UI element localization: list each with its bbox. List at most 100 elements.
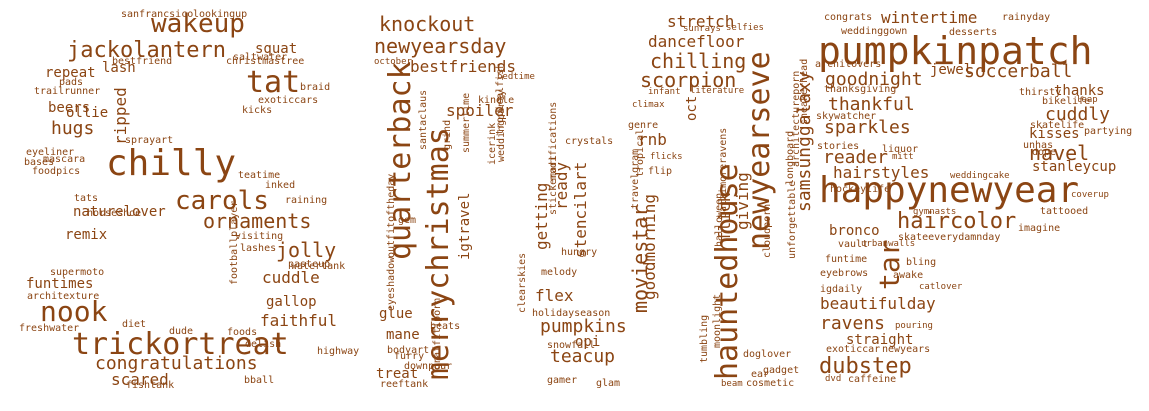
cloud-word: thanksgiving	[824, 84, 897, 95]
cloud-word: gamer	[547, 375, 578, 386]
cloud-word: pasteup	[288, 259, 331, 270]
cloud-word: santaclaus	[418, 89, 429, 150]
cloud-word: selfies	[726, 23, 764, 33]
cloud-word: tattooed	[1040, 206, 1089, 217]
cloud-word: hairstyles	[833, 163, 930, 182]
cloud-word: doglover	[743, 349, 792, 360]
cloud-word: hungry	[561, 247, 598, 258]
cloud-word: furry	[394, 351, 425, 362]
cloud-word: stanleycup	[1032, 159, 1117, 175]
cloud-word: cosmetic	[746, 378, 795, 389]
cloud-word: travelgram	[630, 148, 641, 209]
cloud-word: tats	[74, 193, 99, 204]
cloud-word: glam	[596, 378, 621, 389]
cloud-word: sparkles	[824, 117, 911, 138]
cloud-word: bodyart	[387, 345, 430, 356]
cloud-word: october	[374, 57, 412, 67]
cloud-word: leap	[1076, 95, 1098, 105]
cloud-word: partying	[1084, 126, 1133, 137]
cloud-word: tropicalfish	[495, 62, 506, 135]
cloud-word: exoticcar	[826, 344, 881, 355]
cloud-word: thanks	[1054, 83, 1105, 99]
cloud-word: naturelover	[73, 204, 166, 220]
cloud-word: pads	[59, 77, 84, 88]
cloud-word: holidayseason	[532, 308, 611, 319]
cloud-word: treat	[376, 366, 419, 382]
cloud-word: raining	[285, 195, 328, 206]
cloud-word: kicks	[242, 105, 273, 116]
cloud-word: sprayart	[125, 135, 174, 146]
cloud-word: flip	[648, 166, 673, 177]
cloud-word: grind	[442, 119, 453, 150]
cloud-word: mane	[386, 327, 420, 343]
cloud-word: wakeup	[151, 9, 245, 39]
cloud-word: navel	[1029, 141, 1090, 165]
cloud-word: diet	[122, 319, 147, 330]
cloud-word: footballplayer	[229, 200, 240, 285]
cloud-word: foods	[227, 327, 258, 338]
cloud-word: genre	[628, 120, 659, 131]
cloud-word: rainyday	[1002, 12, 1051, 23]
cloud-word: liquor	[882, 144, 919, 155]
cloud-word: gem	[398, 215, 417, 226]
cloud-word: visiting	[235, 231, 284, 242]
cloud-word: christmastree	[226, 56, 305, 67]
cloud-word: desserts	[949, 27, 998, 38]
cloud-word: mascara	[43, 154, 86, 165]
cloud-word: braid	[300, 82, 331, 93]
cloud-word: sunrays	[683, 24, 721, 34]
cloud-word: funtime	[825, 254, 868, 265]
cloud-word: bball	[244, 375, 275, 386]
cloud-word: mitt	[892, 152, 914, 162]
cloud-word: skateeverydamnday	[898, 232, 1001, 243]
cloud-word: unhas	[1023, 140, 1054, 151]
cloud-word: kindle	[478, 95, 515, 106]
cloud-word: graffitiporn	[432, 297, 443, 370]
cloud-word: gymnasts	[913, 207, 957, 217]
cloud-word: literature	[690, 86, 745, 96]
cloud-word: eyebrows	[820, 268, 869, 279]
cloud-word: reader	[823, 147, 889, 168]
cloud-word: pumpkinpatch	[818, 29, 1093, 73]
cloud-word: thankful	[828, 94, 915, 115]
cloud-word: scorpion	[640, 68, 737, 92]
cloud-word: modifications	[548, 101, 559, 180]
cloud-word: squat	[255, 41, 298, 57]
cloud-word: architexture	[27, 291, 100, 302]
cloud-word: stretch	[667, 12, 735, 31]
cloud-word: coverup	[1071, 190, 1109, 200]
cloud-word: tat	[246, 65, 301, 100]
cloud-word: dancefloor	[648, 32, 745, 51]
cloud-word: newyearsday	[374, 34, 507, 58]
cloud-word: gadget	[763, 365, 800, 376]
cloud-word: oct	[684, 95, 700, 121]
cloud-word: bestfriends	[410, 57, 516, 76]
cloud-word: wintertime	[881, 8, 978, 27]
cloud-word: haircolor	[897, 209, 1017, 234]
cloud-word: teatime	[238, 170, 281, 181]
cloud-word: goodnight	[825, 69, 923, 90]
cloud-word: beam	[721, 379, 743, 389]
cloud-word: eyeliner	[26, 147, 75, 158]
cloud-word: weddingcake	[950, 171, 1010, 181]
cloud-word: trailrunner	[34, 86, 101, 97]
cloud-word: summertime	[461, 92, 472, 153]
cloud-word: pumpkins	[540, 316, 627, 337]
cloud-word: ornaments	[203, 209, 312, 233]
cloud-word: flicks	[650, 152, 683, 162]
cloud-word: ollie	[66, 105, 109, 121]
cloud-word: skatelife	[1030, 120, 1085, 131]
cloud-word: eyeshadow	[386, 256, 397, 311]
cloud-word: climax	[632, 100, 665, 110]
cloud-word: thirsty	[1019, 87, 1062, 98]
cloud-word: cloudporn	[762, 203, 773, 258]
cloud-word: spoiler	[446, 101, 514, 120]
cloud-word: opi	[575, 334, 601, 350]
cloud-word: beers	[48, 100, 91, 116]
cloud-word: cuddle	[262, 268, 320, 287]
cloud-word: crystals	[565, 136, 614, 147]
cloud-word: straight	[846, 332, 914, 348]
cloud-word: stories	[817, 141, 860, 152]
cloud-word: highway	[317, 346, 360, 357]
